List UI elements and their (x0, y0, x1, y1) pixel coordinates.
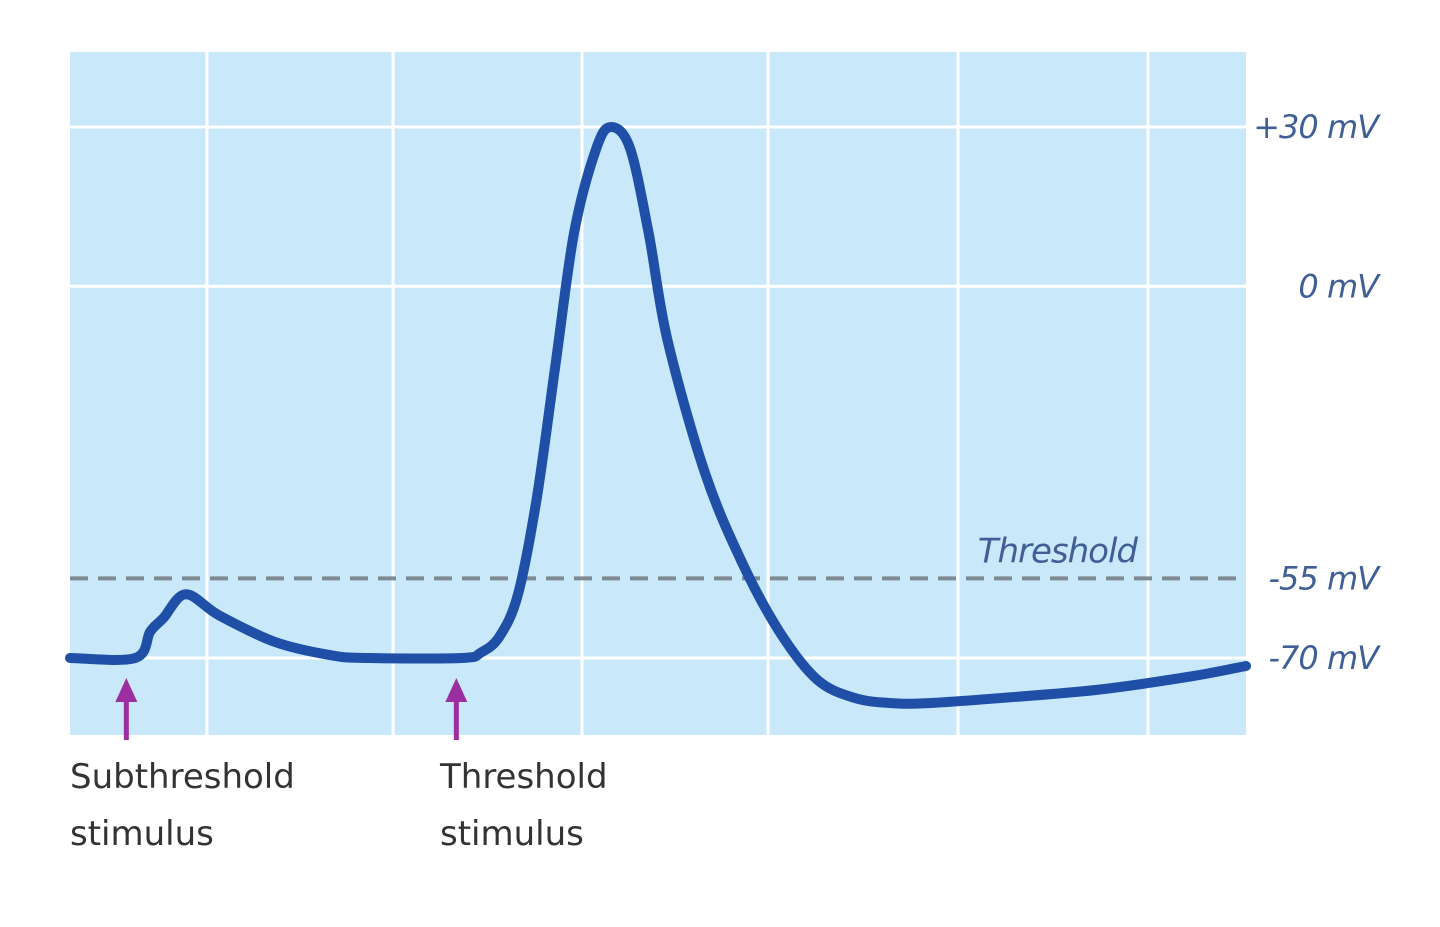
y-tick-label: +30 mV (1253, 108, 1381, 146)
membrane-potential-trace (65, 122, 1251, 709)
threshold-group: Threshold (70, 531, 1246, 581)
stimulus-arrow-icon (115, 678, 138, 702)
stimulus-marker: Threshold stimulus (439, 678, 608, 854)
stimulus-label-line1: Subthreshold (70, 757, 295, 797)
plot-area (70, 52, 1246, 735)
stimulus-markers: Subthreshold stimulus Threshold stimulus (70, 678, 608, 854)
y-tick-label: -70 mV (1269, 639, 1382, 677)
stimulus-arrow-icon (445, 678, 468, 702)
stimulus-label-line2: stimulus (70, 814, 214, 854)
grid (70, 52, 1246, 735)
y-tick-label: -55 mV (1269, 559, 1382, 597)
y-axis-labels: +30 mV 0 mV -55 mV -70 mV (1253, 108, 1382, 677)
stimulus-marker: Subthreshold stimulus (70, 678, 295, 854)
stimulus-label-line1: Threshold (439, 757, 608, 797)
threshold-label: Threshold (978, 531, 1139, 571)
y-tick-label: 0 mV (1298, 267, 1381, 305)
stimulus-label-line2: stimulus (440, 814, 584, 854)
